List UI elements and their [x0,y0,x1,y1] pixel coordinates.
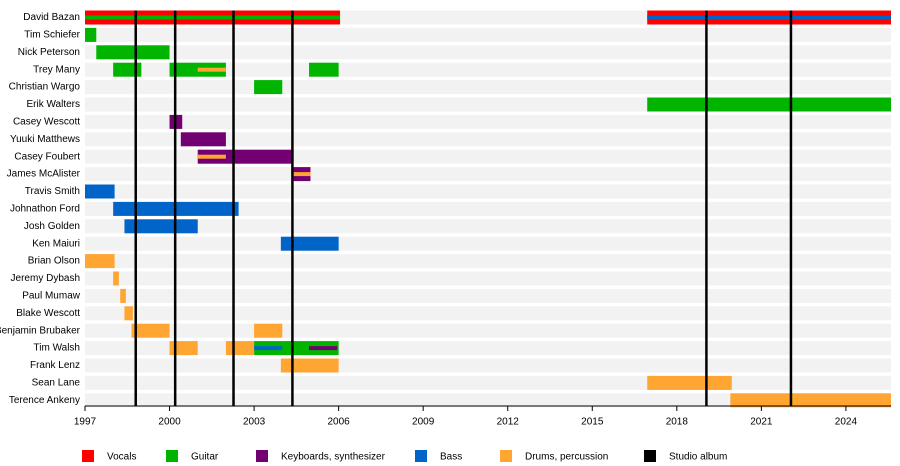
legend-label: Vocals [107,452,136,463]
row-background [85,323,891,338]
row-background [85,184,891,199]
role-bar [169,62,226,77]
row-background [85,375,891,390]
row-background [85,201,891,216]
member-label: Ken Maiuri [32,238,80,249]
x-tick-label: 2015 [581,417,604,428]
role-bar [131,323,170,338]
role-bar [113,271,119,286]
x-tick-label: 2000 [158,417,181,428]
role-bar [124,219,198,234]
member-label: Tim Walsh [34,343,80,354]
role-bar [254,323,283,338]
role-bar [85,15,341,20]
legend-label: Studio album [669,452,727,463]
role-bar [113,62,142,77]
legend-swatch [500,450,512,462]
row-background [85,306,891,321]
member-label: Casey Foubert [14,151,80,162]
role-bar [293,172,311,177]
member-label: Christian Wargo [9,82,81,93]
role-bar [85,27,97,42]
legend-swatch [166,450,178,462]
member-label: Nick Peterson [18,47,80,58]
role-bar [254,80,283,95]
member-label: Yuuki Matthews [10,134,80,145]
x-tick-label: 2018 [666,417,689,428]
x-tick-label: 2006 [328,417,351,428]
row-background [85,288,891,303]
row-background [85,62,891,77]
role-bar [120,288,126,303]
member-label: Johnathon Ford [10,204,80,215]
member-label: David Bazan [23,12,80,23]
member-label: Tim Schiefer [24,30,80,41]
role-bar [96,45,170,60]
member-label: Casey Wescott [13,117,80,128]
row-background [85,393,891,408]
row-background [85,236,891,251]
role-bar [280,236,339,251]
member-label: Brian Olson [28,256,80,267]
role-bar [197,67,226,72]
legend-label: Keyboards, synthesizer [281,452,386,463]
row-background [85,219,891,234]
legend-label: Drums, percussion [525,452,608,463]
role-bar [180,132,226,147]
legend-label: Guitar [191,452,219,463]
role-bar [730,393,891,408]
row-background [85,114,891,129]
role-bar [254,341,339,356]
role-bar [309,62,339,77]
legend-swatch [415,450,427,462]
role-bar [124,306,133,321]
legend-swatch [644,450,656,462]
row-background [85,341,891,356]
row-background [85,271,891,286]
row-background [85,45,891,60]
row-background [85,358,891,373]
row-background [85,167,891,182]
x-tick-label: 2024 [835,417,858,428]
member-label: Travis Smith [25,186,80,197]
role-bar [85,254,115,269]
legend-label: Bass [440,452,462,463]
member-label: Trey Many [33,64,80,75]
row-background [85,254,891,269]
member-label: Benjamin Brubaker [0,325,81,336]
role-bar [280,358,339,373]
role-bar [197,154,226,159]
x-tick-label: 2009 [412,417,435,428]
row-background [85,27,891,42]
legend-swatch [256,450,268,462]
member-label: James McAlister [7,169,81,180]
role-bar [169,341,198,356]
x-tick-label: 2021 [750,417,773,428]
x-tick-label: 2012 [497,417,520,428]
row-background [85,80,891,95]
role-bar [254,346,283,351]
member-label: Josh Golden [24,221,80,232]
member-label: Frank Lenz [30,360,80,371]
x-tick-label: 2003 [243,417,266,428]
member-label: Terence Ankeny [9,395,80,406]
legend-swatch [82,450,94,462]
row-background [85,132,891,147]
role-bar [197,149,294,164]
role-bar [225,341,255,356]
role-bar [309,346,338,351]
role-bar [647,375,732,390]
role-bar [647,15,891,20]
role-bar [647,97,891,112]
member-label: Paul Mumaw [22,291,81,302]
member-label: Sean Lane [32,378,81,389]
member-label: Erik Walters [26,99,80,110]
role-bar [85,184,115,199]
member-label: Blake Wescott [16,308,80,319]
x-tick-label: 1997 [74,417,97,428]
member-label: Jeremy Dybash [11,273,80,284]
